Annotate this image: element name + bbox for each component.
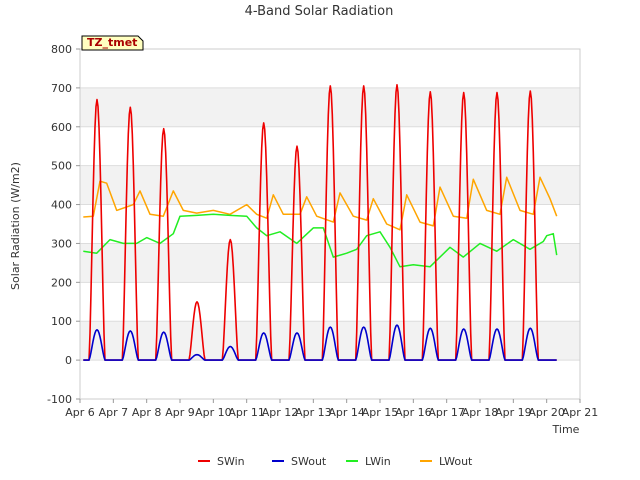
y-tick-label: 600: [51, 121, 72, 134]
station-badge-label: TZ_tmet: [87, 36, 137, 49]
series-lines: [83, 84, 558, 361]
legend-label-swout: SWout: [291, 455, 327, 468]
y-tick-label: 200: [51, 276, 72, 289]
y-tick-label: 700: [51, 82, 72, 95]
y-tick-label: 100: [51, 315, 72, 328]
x-tick-label: Apr 13: [295, 406, 332, 419]
x-tick-label: Apr 10: [195, 406, 232, 419]
legend-label-lwin: LWin: [365, 455, 391, 468]
station-badge-box: [81, 35, 144, 51]
y-tick-label: -100: [47, 393, 72, 406]
x-tick-label: Apr 14: [328, 406, 365, 419]
legend-label-swin: SWin: [217, 455, 245, 468]
plot-frame: [79, 48, 581, 400]
chart-title: 4-Band Solar Radiation: [245, 4, 394, 19]
x-tick-label: Apr 7: [99, 406, 129, 419]
x-tick-label: Apr 15: [362, 406, 399, 419]
x-tick-label: Apr 20: [528, 406, 565, 419]
plot-bands: [80, 87, 580, 361]
y-tick-label: 400: [51, 199, 72, 212]
legend: SWin SWout LWin LWout: [198, 455, 473, 468]
series-line-swout: [83, 324, 557, 361]
y-tick-label: 800: [51, 43, 72, 56]
plot-band: [80, 165, 580, 205]
x-tick-label: Apr 11: [228, 406, 265, 419]
x-tick-label: Apr 17: [428, 406, 465, 419]
x-axis-label: Time: [552, 423, 580, 436]
x-tick-label: Apr 6: [65, 406, 95, 419]
plot-band: [80, 243, 580, 283]
x-tick-label: Apr 18: [462, 406, 499, 419]
x-tick-label: Apr 12: [262, 406, 299, 419]
x-tick-label: Apr 9: [165, 406, 195, 419]
x-tick-label: Apr 16: [395, 406, 432, 419]
y-tick-label: 0: [65, 354, 72, 367]
x-tick-label: Apr 21: [562, 406, 599, 419]
y-tick-label: 500: [51, 160, 72, 173]
y-axis-label: Solar Radiation (W/m2): [9, 162, 22, 290]
x-tick-label: Apr 19: [495, 406, 532, 419]
x-tick-label: Apr 8: [132, 406, 162, 419]
y-axis-ticks: -100 0 100 200 300 400 500 600 700 800: [47, 43, 80, 406]
station-badge: TZ_tmet: [81, 35, 144, 51]
y-tick-label: 300: [51, 237, 72, 250]
legend-label-lwout: LWout: [439, 455, 473, 468]
